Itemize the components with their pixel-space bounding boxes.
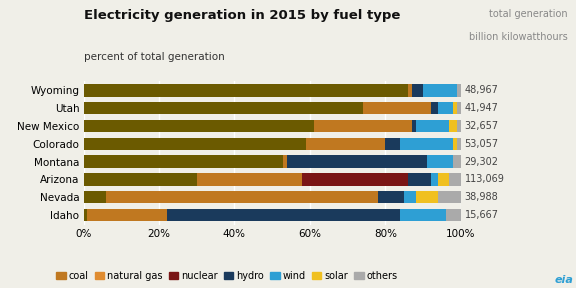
Text: 48,967: 48,967	[465, 86, 498, 95]
Bar	[412, 84, 423, 97]
Bar	[438, 173, 449, 185]
Text: 29,302: 29,302	[465, 157, 499, 166]
Bar	[415, 191, 438, 203]
Bar	[84, 120, 314, 132]
Bar	[427, 155, 453, 168]
Bar	[457, 120, 461, 132]
Bar	[314, 120, 412, 132]
Bar	[457, 102, 461, 114]
Text: eia: eia	[554, 275, 573, 285]
Bar	[385, 138, 400, 150]
Text: total generation: total generation	[488, 9, 567, 19]
Bar	[84, 173, 196, 185]
Bar	[84, 155, 283, 168]
Bar	[438, 191, 461, 203]
Bar	[84, 209, 88, 221]
Bar	[84, 84, 408, 97]
Text: 53,057: 53,057	[465, 139, 499, 149]
Bar	[431, 173, 438, 185]
Bar	[404, 191, 415, 203]
Bar	[423, 84, 457, 97]
Bar	[408, 173, 431, 185]
Bar	[166, 209, 400, 221]
Bar	[457, 84, 461, 97]
Text: 41,947: 41,947	[465, 103, 498, 113]
Bar	[106, 191, 378, 203]
Bar	[84, 102, 363, 114]
Bar	[449, 173, 461, 185]
Text: percent of total generation: percent of total generation	[84, 52, 224, 62]
Bar	[287, 155, 427, 168]
Bar	[283, 155, 287, 168]
Bar	[446, 209, 461, 221]
Text: 113,069: 113,069	[465, 174, 505, 184]
Bar	[415, 120, 449, 132]
Bar	[453, 138, 457, 150]
Bar	[400, 138, 453, 150]
Text: Electricity generation in 2015 by fuel type: Electricity generation in 2015 by fuel t…	[84, 9, 400, 22]
Bar	[431, 102, 438, 114]
Text: billion kilowatthours: billion kilowatthours	[469, 32, 567, 42]
Bar	[408, 84, 412, 97]
Text: 15,667: 15,667	[465, 210, 499, 220]
Legend: coal, natural gas, nuclear, hydro, wind, solar, others: coal, natural gas, nuclear, hydro, wind,…	[52, 267, 401, 285]
Bar	[453, 155, 461, 168]
Bar	[412, 120, 415, 132]
Bar	[84, 191, 106, 203]
Bar	[363, 102, 431, 114]
Bar	[438, 102, 453, 114]
Bar	[302, 173, 408, 185]
Bar	[84, 138, 306, 150]
Bar	[400, 209, 446, 221]
Text: 32,657: 32,657	[465, 121, 499, 131]
Bar	[378, 191, 404, 203]
Bar	[196, 173, 302, 185]
Bar	[306, 138, 385, 150]
Bar	[457, 138, 461, 150]
Bar	[449, 120, 457, 132]
Text: 38,988: 38,988	[465, 192, 498, 202]
Bar	[453, 102, 457, 114]
Bar	[88, 209, 166, 221]
